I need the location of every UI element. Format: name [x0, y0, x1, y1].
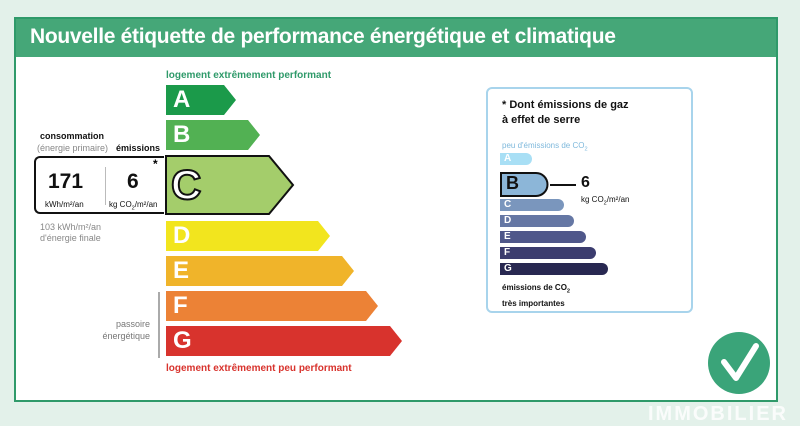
brand-logo — [708, 332, 770, 394]
consommation-value: 171 — [48, 170, 84, 193]
energy-band-c-shape — [165, 155, 295, 215]
energy-band-a-shape — [166, 85, 236, 115]
co2-band-b-current: B — [500, 172, 549, 197]
brand-wordmark: IMMOBILIER — [648, 403, 788, 425]
co2-band-a: A — [500, 153, 532, 165]
values-box — [34, 156, 164, 214]
energy-band-g-letter: G — [173, 327, 192, 354]
consommation-sublabel: (énergie primaire) — [37, 143, 109, 153]
passoire-label: passoire énergétique — [90, 318, 150, 342]
energy-band-a-letter: A — [173, 86, 191, 113]
checkmark-icon — [721, 343, 759, 381]
finale-line2: d'énergie finale — [40, 233, 101, 243]
passoire-bracket — [158, 292, 160, 358]
finale-line1: 103 kWh/m²/an — [40, 222, 102, 232]
co2-panel: * Dont émissions de gaz à effet de serre… — [486, 87, 693, 313]
energy-band-d-shape — [166, 221, 330, 251]
energy-band-b-letter: B — [173, 121, 191, 148]
energy-band-c-current: C — [165, 155, 295, 215]
co2-top-note: peu d'émissions de CO2 — [502, 141, 588, 153]
values-divider — [105, 167, 106, 205]
energy-band-f-letter: F — [173, 292, 188, 319]
co2-title: * Dont émissions de gaz à effet de serre — [502, 99, 629, 126]
co2-pointer-line — [550, 184, 576, 186]
co2-unit: kg CO2/m²/an — [581, 195, 630, 207]
energy-band-d-letter: D — [173, 222, 191, 249]
passoire-line2: énergétique — [102, 331, 150, 341]
energy-band-g-shape — [166, 326, 402, 356]
emissions-asterisk: * — [153, 157, 158, 171]
passoire-line1: passoire — [115, 319, 150, 329]
energy-band-c-letter: C — [170, 160, 202, 209]
panel-title: Nouvelle étiquette de performance énergé… — [30, 25, 616, 48]
emissions-value: 6 — [127, 170, 139, 193]
energy-band-b-shape — [166, 120, 260, 150]
top-note: logement extrêmement performant — [166, 70, 332, 81]
energy-band-e-shape — [166, 256, 354, 286]
emissions-unit: kg CO2/m²/an — [109, 200, 158, 212]
bottom-note: logement extrêmement peu performant — [166, 363, 352, 374]
emissions-label: émissions — [116, 143, 161, 153]
energy-band-e-letter: E — [173, 257, 190, 284]
consommation-unit: kWh/m²/an — [45, 200, 84, 209]
consommation-label: consommation — [40, 131, 105, 141]
co2-value: 6 — [581, 174, 590, 191]
panel-header: Nouvelle étiquette de performance énergé… — [16, 19, 776, 57]
energy-band-f-shape — [166, 291, 378, 321]
co2-bottom-note: émissions de CO2 très importantes — [502, 283, 571, 308]
